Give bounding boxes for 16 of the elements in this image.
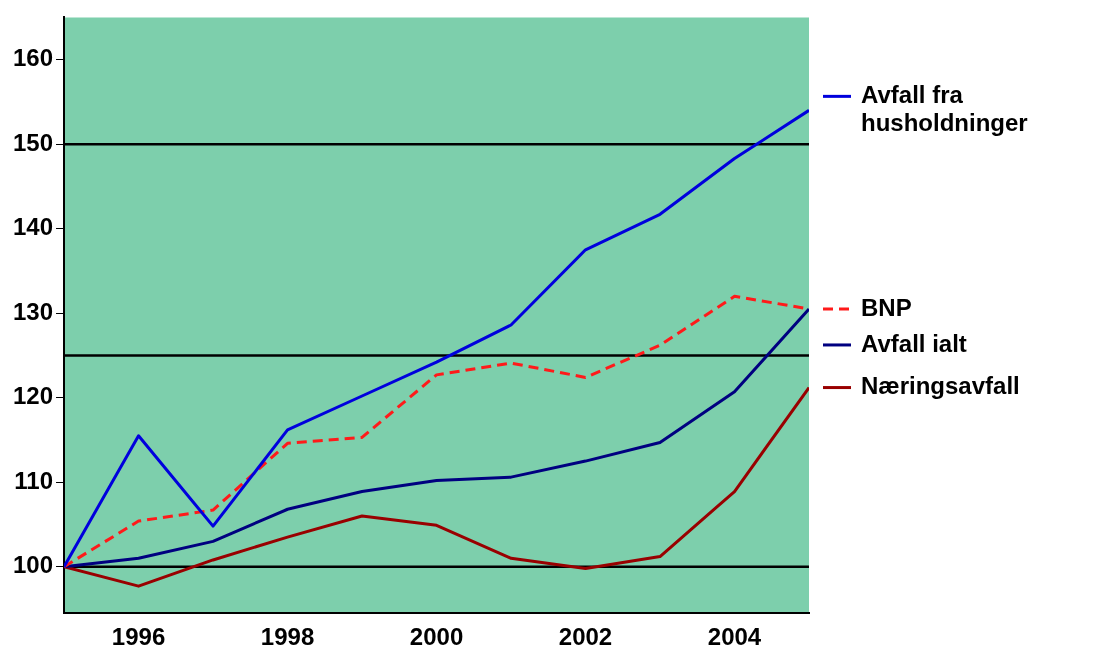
legend-label: Næringsavfall — [861, 372, 1020, 400]
y-tick-label: 120 — [13, 382, 54, 410]
legend-label: Avfall ialt — [861, 329, 967, 357]
x-tick-label: 2002 — [558, 623, 613, 651]
y-tick-label: 160 — [13, 44, 54, 72]
y-tick-label: 140 — [13, 213, 54, 241]
x-tick-label: 1998 — [260, 623, 315, 651]
x-tick-label: 1996 — [111, 623, 166, 651]
y-tick-label: 100 — [13, 551, 54, 579]
y-tick-label: 150 — [13, 128, 54, 156]
legend-label: BNP — [861, 293, 912, 321]
legend-label: Avfall fra husholdninger — [861, 80, 1028, 136]
x-tick-label: 2000 — [409, 623, 464, 651]
y-tick-label: 130 — [13, 297, 54, 325]
y-tick-label: 110 — [14, 466, 54, 494]
x-tick-label: 2004 — [707, 623, 762, 651]
